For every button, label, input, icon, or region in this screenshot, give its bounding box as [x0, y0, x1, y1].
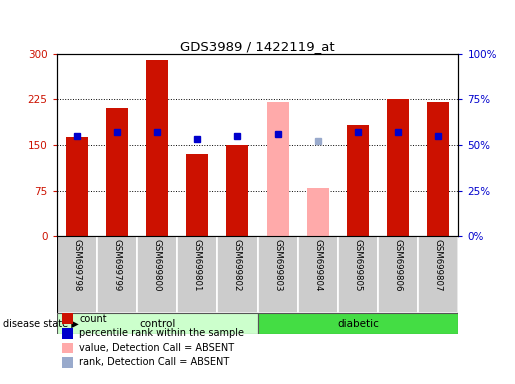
Text: control: control	[139, 318, 175, 329]
Bar	[258, 313, 458, 334]
Bar	[267, 103, 288, 236]
Text: GSM699803: GSM699803	[273, 239, 282, 292]
Bar	[57, 236, 97, 313]
Bar	[217, 236, 258, 313]
Bar	[137, 236, 177, 313]
Text: GSM699800: GSM699800	[152, 239, 162, 292]
Text: diabetic: diabetic	[337, 318, 379, 329]
Text: GSM699799: GSM699799	[112, 239, 122, 291]
Bar	[418, 236, 458, 313]
Text: GSM699806: GSM699806	[393, 239, 403, 292]
Bar	[186, 154, 208, 236]
Bar	[387, 99, 409, 236]
Text: rank, Detection Call = ABSENT: rank, Detection Call = ABSENT	[79, 358, 230, 367]
Text: GSM699807: GSM699807	[434, 239, 443, 292]
Bar	[146, 60, 168, 236]
Bar	[97, 236, 137, 313]
Bar	[177, 236, 217, 313]
Bar	[427, 103, 449, 236]
Bar	[227, 145, 248, 236]
Text: disease state ▶: disease state ▶	[3, 318, 78, 329]
Bar	[57, 313, 258, 334]
Text: value, Detection Call = ABSENT: value, Detection Call = ABSENT	[79, 343, 234, 353]
Bar	[258, 236, 298, 313]
Title: GDS3989 / 1422119_at: GDS3989 / 1422119_at	[180, 40, 335, 53]
Bar	[338, 236, 378, 313]
Bar	[66, 137, 88, 236]
Text: GSM699801: GSM699801	[193, 239, 202, 292]
Bar	[307, 187, 329, 236]
Text: percentile rank within the sample: percentile rank within the sample	[79, 328, 244, 338]
Text: GSM699798: GSM699798	[72, 239, 81, 291]
Bar	[378, 236, 418, 313]
Text: GSM699802: GSM699802	[233, 239, 242, 292]
Text: count: count	[79, 314, 107, 324]
Text: GSM699804: GSM699804	[313, 239, 322, 292]
Bar	[347, 125, 369, 236]
Bar	[298, 236, 338, 313]
Bar	[106, 108, 128, 236]
Text: GSM699805: GSM699805	[353, 239, 363, 292]
